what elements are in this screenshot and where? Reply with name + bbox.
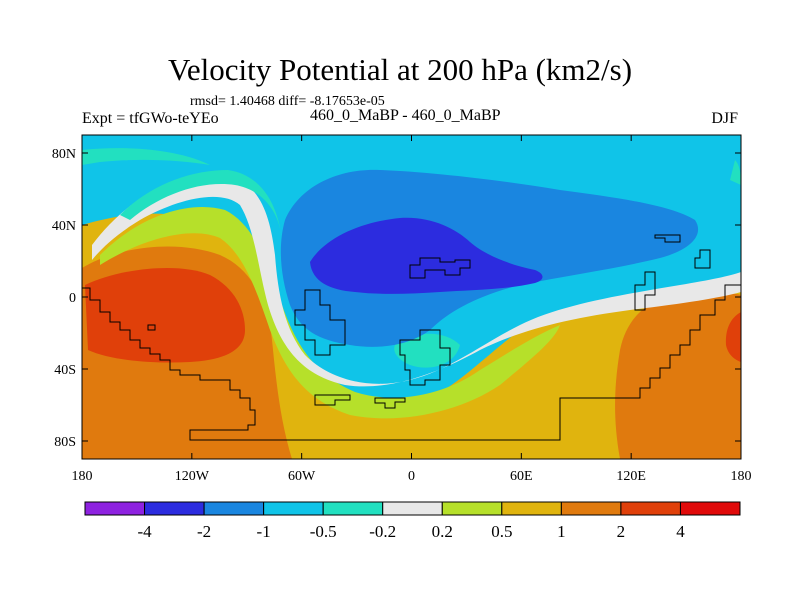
x-tick-label: 60E (510, 469, 533, 484)
coastline-block-h (694, 249, 711, 269)
field-green-band (100, 207, 560, 419)
coastline-block-g (654, 234, 681, 243)
colorbar-label: 0.5 (491, 522, 512, 541)
colorbar-label: 4 (676, 522, 685, 541)
coastline-block-d (314, 394, 351, 406)
coastline-block-e (374, 397, 406, 409)
chart-title: Velocity Potential at 200 hPa (km2/s) (167, 52, 633, 87)
x-tick-labels: 180 120W 60W 0 60E 120E 180 (72, 469, 752, 484)
x-tick-label: 60W (288, 469, 316, 484)
coastline-block-b (399, 329, 451, 386)
x-tick-label: 120E (616, 469, 646, 484)
coastline-block-a (294, 289, 346, 356)
y-tick-labels: 80N 40N 0 40S 80S (52, 147, 76, 450)
coastline-block-f (634, 271, 656, 311)
colorbar-label: -4 (137, 522, 152, 541)
y-tick-label: 40S (54, 363, 76, 378)
x-tick-label: 180 (731, 469, 752, 484)
y-tick-label: 0 (69, 291, 76, 306)
colorbar-swatch (679, 501, 741, 516)
field-cyan-arc (120, 170, 282, 240)
experiment-label: Expt = tfGWo-teYEo (82, 110, 219, 127)
colorbar-swatch (441, 501, 503, 516)
field-cyan-northeast (730, 160, 741, 185)
season-label: DJF (711, 110, 738, 127)
x-tick-label: 180 (72, 469, 93, 484)
case-label: 460_0_MaBP - 460_0_MaBP (310, 107, 501, 124)
x-ticks (81, 135, 742, 459)
y-ticks (82, 152, 741, 442)
colorbar-label: -1 (257, 522, 271, 541)
coastline-north-america-west (82, 284, 741, 441)
colorbar-swatch (203, 501, 265, 516)
y-tick-label: 40N (52, 219, 76, 234)
colorbar-swatch (382, 501, 443, 516)
stats-line: rmsd= 1.40468 diff= -8.17653e-05 (190, 94, 385, 109)
colorbar-label: -2 (197, 522, 211, 541)
colorbar-labels: -4 -2 -1 -0.5 -0.2 0.2 0.5 1 2 4 (137, 522, 685, 541)
colorbar-swatch (501, 501, 562, 516)
colorbar-label: -0.5 (310, 522, 337, 541)
coastline-block-c (409, 257, 471, 279)
x-tick-label: 0 (408, 469, 415, 484)
colorbar-swatch (322, 501, 384, 516)
colorbar-label: 0.2 (432, 522, 453, 541)
y-tick-label: 80S (54, 435, 76, 450)
field-neutral-band (92, 174, 741, 387)
field-red-east (725, 312, 741, 362)
coastline-block-i (147, 324, 156, 331)
colorbar-swatch (263, 501, 324, 516)
x-tick-label: 120W (175, 469, 210, 484)
colorbar-swatch (144, 501, 205, 516)
field-orange-east (615, 292, 741, 459)
field-cyan-pocket (394, 333, 460, 368)
colorbar-label: -0.2 (369, 522, 396, 541)
coastlines (82, 234, 741, 441)
colorbar-label: 2 (617, 522, 626, 541)
field-blue-dark (310, 217, 543, 294)
colorbar-label: 1 (557, 522, 566, 541)
contour-field (82, 135, 741, 459)
field-cyan-north (82, 148, 210, 165)
colorbar-swatch (560, 501, 622, 516)
colorbar-swatch (84, 501, 146, 516)
colorbar-swatch (620, 501, 681, 516)
plot-frame (81, 134, 742, 460)
y-tick-label: 80N (52, 147, 76, 162)
colorbar (84, 501, 741, 516)
field-red-west (85, 267, 245, 363)
